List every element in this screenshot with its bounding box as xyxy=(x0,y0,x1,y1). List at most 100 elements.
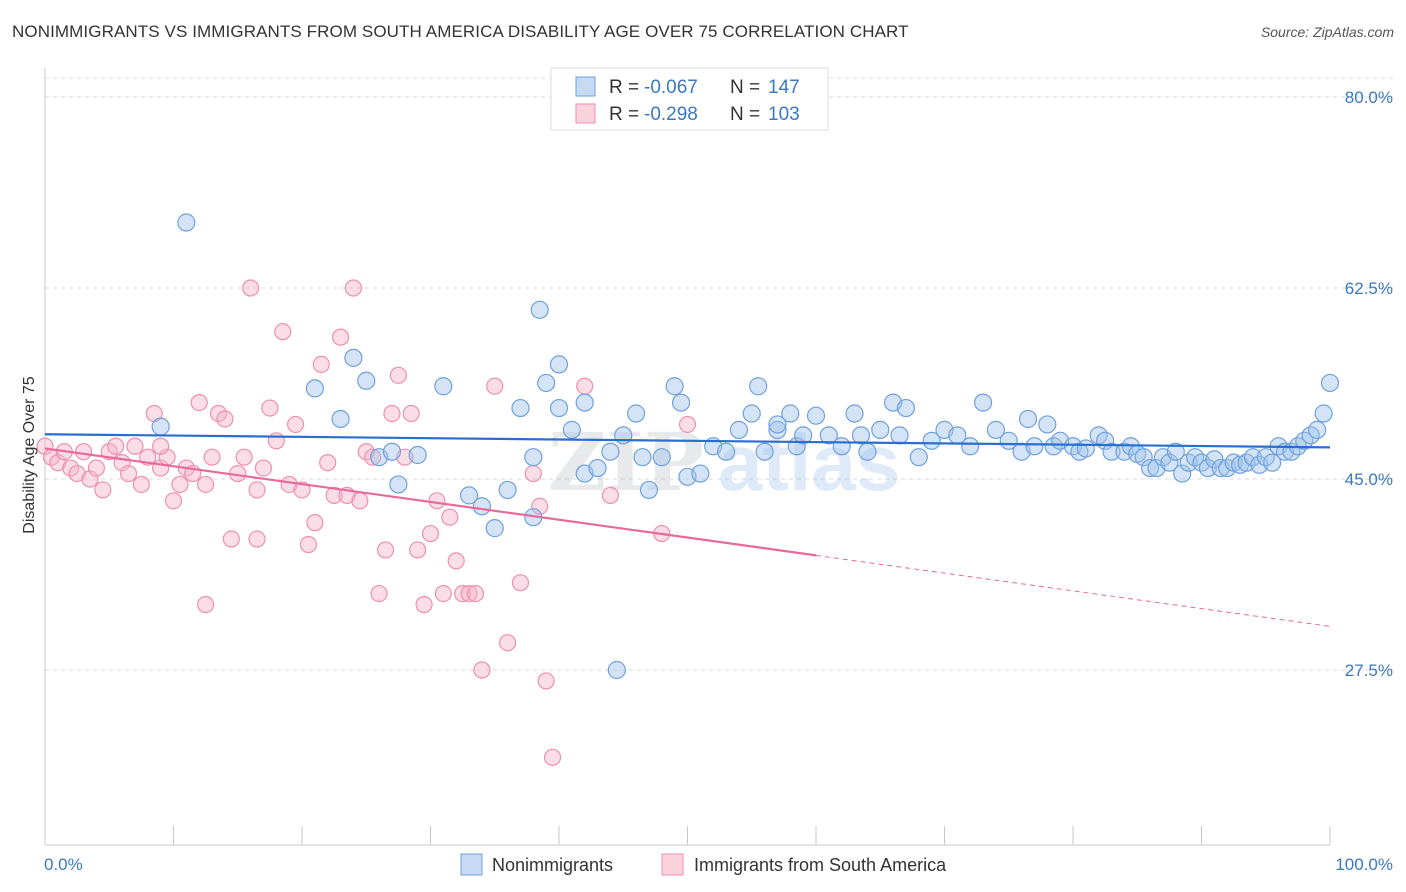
correlation-legend: R = -0.067 N = 147 R = -0.298 N = 103 xyxy=(550,67,829,131)
nonimmigrants-point xyxy=(832,437,851,456)
immigrants-point xyxy=(344,279,362,297)
immigrants-point xyxy=(537,672,555,690)
legend-r-label-1: R = xyxy=(609,77,639,98)
immigrants-point xyxy=(267,432,285,450)
immigrants-point xyxy=(402,404,420,423)
immigrants-point xyxy=(87,459,106,477)
y-axis-title: Disability Age Over 75 xyxy=(21,376,38,534)
nonimmigrants-point xyxy=(1134,448,1153,467)
immigrants-point xyxy=(576,377,594,395)
nonimmigrants-point xyxy=(459,486,479,505)
nonimmigrants-point xyxy=(1308,420,1327,439)
nonimmigrants-point xyxy=(1038,415,1057,434)
immigrants-point xyxy=(511,574,530,592)
immigrants-point xyxy=(421,524,440,543)
nonimmigrants-point xyxy=(890,426,909,445)
nonimmigrants-point xyxy=(1160,453,1179,472)
immigrants-point xyxy=(132,475,150,494)
immigrants-point xyxy=(499,634,517,652)
immigrants-point xyxy=(107,437,125,455)
nonimmigrants-point xyxy=(768,415,787,434)
nonimmigrants-point xyxy=(851,426,871,445)
immigrants-point xyxy=(415,595,433,614)
nonimmigrants-point xyxy=(549,398,569,418)
nonimmigrants-point xyxy=(1173,464,1192,483)
immigrants-point xyxy=(171,475,189,494)
immigrants-point xyxy=(216,410,234,428)
nonimmigrants-point xyxy=(749,377,768,396)
series-nonimmigrants-points xyxy=(151,213,1340,680)
y-tick-labels: 27.5% 45.0% 62.5% 80.0% xyxy=(1345,88,1393,680)
immigrants-point xyxy=(190,394,208,412)
immigrants-point xyxy=(222,530,240,548)
immigrants-point xyxy=(460,584,478,603)
nonimmigrants-point xyxy=(858,442,877,461)
immigrants-point xyxy=(235,448,253,466)
nonimmigrants-point xyxy=(524,448,543,467)
immigrants-point xyxy=(293,481,311,499)
immigrants-point xyxy=(119,464,138,483)
nonimmigrants-point xyxy=(607,660,626,680)
nonimmigrants-point xyxy=(382,442,402,461)
nonimmigrants-point xyxy=(562,420,581,439)
nonimmigrants-point xyxy=(344,348,363,367)
chart-source: Source: ZipAtlas.com xyxy=(1260,24,1394,40)
nonimmigrants-point xyxy=(973,393,993,412)
immigrants-point xyxy=(74,443,93,461)
nonimmigrants-point xyxy=(639,480,659,500)
nonimmigrants-point xyxy=(485,519,504,538)
bottom-legend-swatch-blue xyxy=(460,853,483,876)
immigrants-point xyxy=(441,508,459,526)
nonimmigrants-point xyxy=(549,355,569,374)
nonimmigrants-point xyxy=(601,442,620,461)
immigrants-point xyxy=(164,492,183,510)
legend-swatch-blue xyxy=(575,76,596,97)
immigrants-point xyxy=(248,530,266,548)
nonimmigrants-point xyxy=(986,420,1006,439)
nonimmigrants-point xyxy=(575,393,594,412)
nonimmigrants-point xyxy=(530,300,549,319)
nonimmigrants-point xyxy=(305,379,324,398)
immigrants-point xyxy=(203,448,221,466)
nonimmigrants-point xyxy=(357,371,376,390)
legend-swatch-pink xyxy=(575,103,596,124)
trend-line-nonimmigrants xyxy=(44,433,1331,449)
bottom-legend: Nonimmigrants Immigrants from South Amer… xyxy=(460,853,947,876)
immigrants-point xyxy=(242,279,260,297)
immigrants-point xyxy=(254,459,273,477)
watermark-zip: ZIP xyxy=(548,415,704,509)
nonimmigrants-point xyxy=(1025,437,1044,456)
nonimmigrants-point xyxy=(742,404,761,423)
nonimmigrants-point xyxy=(671,393,691,412)
immigrants-point xyxy=(409,541,427,559)
immigrants-point xyxy=(331,328,350,346)
immigrants-point xyxy=(248,481,266,499)
immigrants-point xyxy=(601,486,620,504)
nonimmigrants-point xyxy=(691,464,710,483)
immigrants-point xyxy=(486,377,504,395)
watermark: ZIP atlas xyxy=(548,415,900,509)
watermark-atlas: atlas xyxy=(718,418,900,507)
nonimmigrants-point xyxy=(819,426,838,445)
immigrants-point xyxy=(299,535,318,554)
nonimmigrants-point xyxy=(729,420,749,439)
immigrants-point xyxy=(447,552,465,570)
immigrants-point xyxy=(531,497,549,515)
nonimmigrants-point xyxy=(1166,442,1185,461)
immigrants-point xyxy=(81,470,99,488)
immigrants-point xyxy=(428,492,446,510)
immigrants-point xyxy=(524,464,542,483)
legend-n-value-1: 147 xyxy=(768,77,800,98)
nonimmigrants-point xyxy=(1018,409,1038,429)
immigrants-point xyxy=(306,514,324,532)
immigrants-point xyxy=(389,366,407,384)
nonimmigrants-point xyxy=(806,406,826,425)
immigrants-point xyxy=(94,481,112,499)
legend-r-label-2: R = xyxy=(609,104,639,125)
nonimmigrants-point xyxy=(1140,458,1160,478)
immigrants-point xyxy=(152,437,170,455)
nonimmigrants-point xyxy=(1102,442,1121,461)
nonimmigrants-point xyxy=(1263,453,1282,472)
nonimmigrants-point xyxy=(434,377,453,396)
